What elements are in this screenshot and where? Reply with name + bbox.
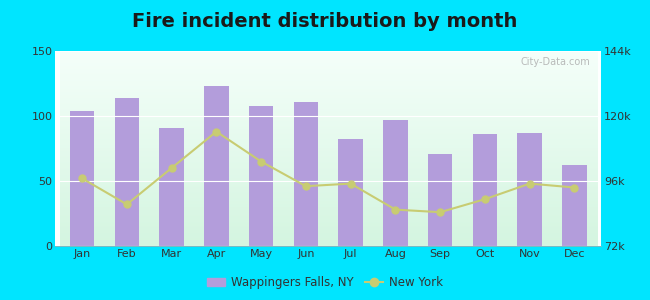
Bar: [473, 134, 497, 246]
Bar: [249, 106, 274, 246]
Bar: [562, 165, 587, 246]
Bar: [204, 86, 229, 246]
Bar: [159, 128, 184, 246]
Legend: Wappingers Falls, NY, New York: Wappingers Falls, NY, New York: [202, 272, 448, 294]
Text: Fire incident distribution by month: Fire incident distribution by month: [133, 12, 517, 31]
Bar: [517, 133, 542, 246]
Bar: [383, 120, 408, 246]
Bar: [70, 111, 94, 246]
Text: City-Data.com: City-Data.com: [521, 57, 590, 67]
Bar: [428, 154, 452, 246]
Bar: [338, 140, 363, 246]
Bar: [114, 98, 139, 246]
Bar: [294, 102, 318, 246]
